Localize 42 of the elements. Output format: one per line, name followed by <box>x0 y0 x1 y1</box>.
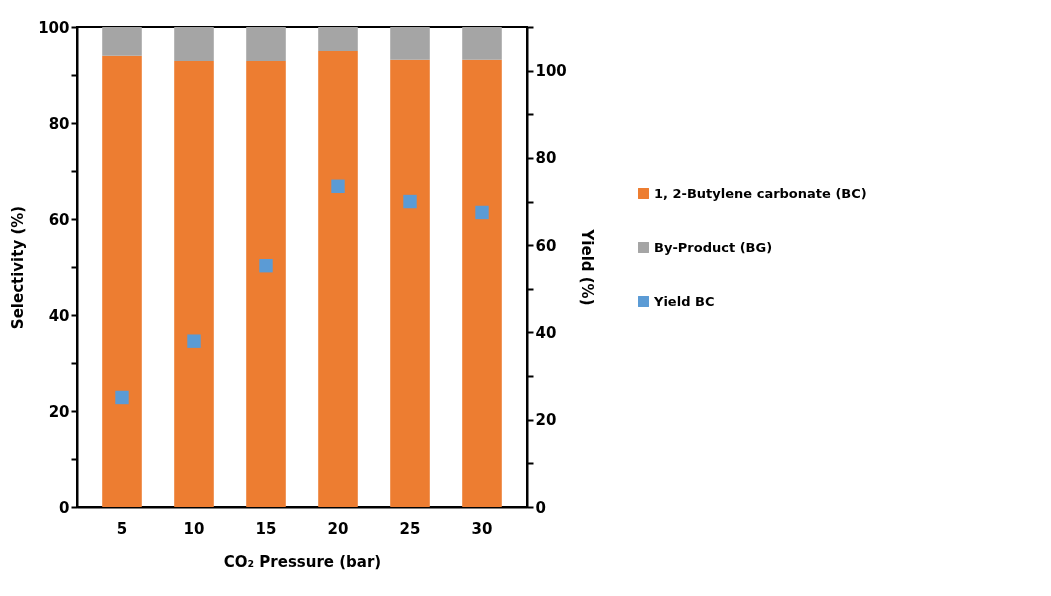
y-tick-label: 60 <box>48 210 70 229</box>
bar <box>246 27 286 62</box>
point <box>403 194 417 209</box>
y-tick-label: 0 <box>59 498 70 517</box>
y2-axis-title: Yield (%) <box>577 228 596 306</box>
y-tick-label: 40 <box>48 306 70 325</box>
legend-label: Yield BC <box>653 293 715 309</box>
bar <box>390 27 430 60</box>
y2-tick-label: 20 <box>535 411 557 430</box>
bar <box>102 27 142 56</box>
x-axis-title: CO₂ Pressure (bar) <box>223 552 382 571</box>
y-tick-label: 100 <box>38 18 70 37</box>
x-tick-label: 30 <box>471 519 493 538</box>
bar <box>462 59 502 507</box>
x-tick-label: 5 <box>116 519 128 538</box>
point <box>115 390 129 405</box>
y-tick-label: 20 <box>48 402 70 421</box>
point <box>331 179 345 193</box>
bar <box>390 59 430 507</box>
y2-tick-label: 0 <box>535 498 546 517</box>
bar <box>174 61 214 507</box>
bar <box>318 51 358 507</box>
x-tick-label: 10 <box>183 519 205 538</box>
bar <box>102 55 142 507</box>
point <box>259 258 273 273</box>
legend-label: By-Product (BG) <box>654 239 773 255</box>
x-tick-label: 15 <box>255 519 277 538</box>
y-tick-label: 80 <box>48 114 70 133</box>
bar <box>318 27 358 51</box>
point <box>475 205 489 220</box>
point <box>187 334 201 348</box>
y2-tick-label: 80 <box>535 149 557 168</box>
y2-tick-label: 40 <box>535 323 557 342</box>
bar <box>246 61 286 507</box>
bar <box>174 27 214 62</box>
y2-tick-label: 60 <box>535 236 557 255</box>
x-tick-label: 20 <box>327 519 349 538</box>
y-axis-title: Selectivity (%) <box>9 205 28 330</box>
x-tick-label: 25 <box>399 519 421 538</box>
y2-tick-label: 100 <box>535 62 567 81</box>
legend-label: 1, 2-Butylene carbonate (BC) <box>654 185 867 201</box>
bar <box>462 27 502 60</box>
